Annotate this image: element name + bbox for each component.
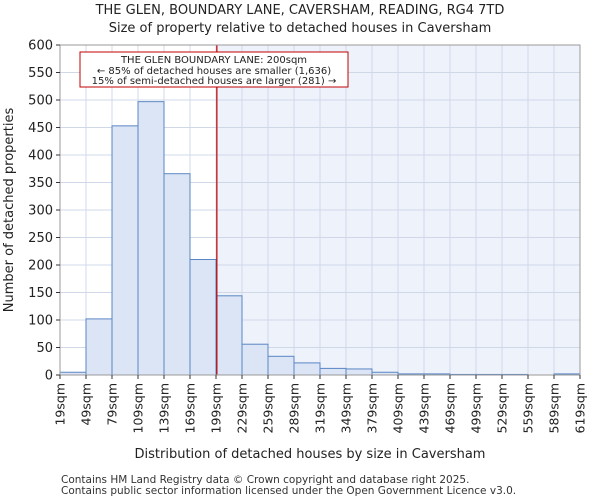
y-tick-label: 550 bbox=[28, 66, 53, 81]
histogram-bar bbox=[241, 343, 269, 376]
y-tick-label: 600 bbox=[28, 39, 53, 54]
x-tick-label: 199sqm bbox=[209, 383, 224, 433]
footer-licence: Contains public sector information licen… bbox=[61, 485, 517, 497]
histogram-bar bbox=[137, 101, 165, 376]
y-axis: 0 50 100 150 200 250 300 350 400 450 500 550 600 bbox=[28, 39, 60, 384]
x-tick-label: 559sqm bbox=[521, 383, 536, 433]
y-tick-label: 50 bbox=[36, 341, 53, 356]
y-tick-label: 250 bbox=[28, 231, 53, 246]
x-tick-label: 259sqm bbox=[261, 383, 276, 433]
y-tick-label: 0 bbox=[45, 369, 53, 384]
histogram-bar bbox=[163, 173, 191, 376]
histogram-bar bbox=[111, 125, 139, 376]
x-tick-label: 619sqm bbox=[573, 383, 588, 433]
y-tick-label: 100 bbox=[28, 314, 53, 329]
histogram-bar bbox=[215, 295, 243, 376]
x-tick-label: 49sqm bbox=[79, 383, 94, 426]
x-tick-label: 589sqm bbox=[547, 383, 562, 433]
histogram-bar bbox=[319, 367, 347, 376]
x-axis: 19sqm 49sqm 79sqm 109sqm 139sqm 169sqm 199sqm 2… bbox=[53, 375, 588, 433]
x-tick-label: 469sqm bbox=[443, 383, 458, 433]
x-tick-label: 169sqm bbox=[183, 383, 198, 433]
x-axis-label: Distribution of detached houses by size … bbox=[135, 447, 486, 462]
histogram-bar bbox=[85, 318, 113, 376]
y-tick-label: 400 bbox=[28, 149, 53, 164]
y-tick-label: 500 bbox=[28, 94, 53, 109]
histogram-bar bbox=[293, 362, 321, 376]
x-tick-label: 499sqm bbox=[469, 383, 484, 433]
y-tick-label: 300 bbox=[28, 204, 53, 219]
x-tick-label: 349sqm bbox=[339, 383, 354, 433]
annotation-frame bbox=[79, 51, 349, 88]
y-tick-label: 150 bbox=[28, 286, 53, 301]
histogram-bar bbox=[267, 355, 295, 376]
x-tick-label: 289sqm bbox=[287, 383, 302, 433]
histogram-bar bbox=[345, 368, 373, 376]
annotation-line-1: THE GLEN BOUNDARY LANE: 200sqm bbox=[120, 55, 307, 66]
x-tick-label: 529sqm bbox=[495, 383, 510, 433]
x-tick-label: 19sqm bbox=[53, 383, 68, 426]
x-tick-label: 319sqm bbox=[313, 383, 328, 433]
x-tick-label: 409sqm bbox=[391, 383, 406, 433]
y-tick-label: 350 bbox=[28, 176, 53, 191]
x-tick-label: 109sqm bbox=[131, 383, 146, 433]
x-tick-label: 439sqm bbox=[417, 383, 432, 433]
chart-subtitle: Size of property relative to detached ho… bbox=[108, 21, 492, 36]
x-tick-label: 229sqm bbox=[235, 383, 250, 433]
x-tick-label: 379sqm bbox=[365, 383, 380, 433]
bars bbox=[59, 101, 581, 376]
y-tick-label: 200 bbox=[28, 259, 53, 274]
histogram-bar bbox=[189, 259, 217, 376]
x-tick-label: 79sqm bbox=[105, 383, 120, 426]
y-axis-label: Number of detached properties bbox=[2, 108, 17, 313]
footer-copyright: Contains HM Land Registry data © Crown c… bbox=[61, 474, 470, 486]
annotation-line-2: ← 85% of detached houses are smaller (1,… bbox=[97, 66, 331, 77]
page-title: THE GLEN, BOUNDARY LANE, CAVERSHAM, READ… bbox=[95, 3, 505, 18]
y-tick-label: 450 bbox=[28, 121, 53, 136]
x-tick-label: 139sqm bbox=[157, 383, 172, 433]
annotation-box: THE GLEN BOUNDARY LANE: 200sqm ← 85% of … bbox=[79, 51, 349, 88]
annotation-line-3: 15% of semi-detached houses are larger (… bbox=[92, 76, 337, 87]
